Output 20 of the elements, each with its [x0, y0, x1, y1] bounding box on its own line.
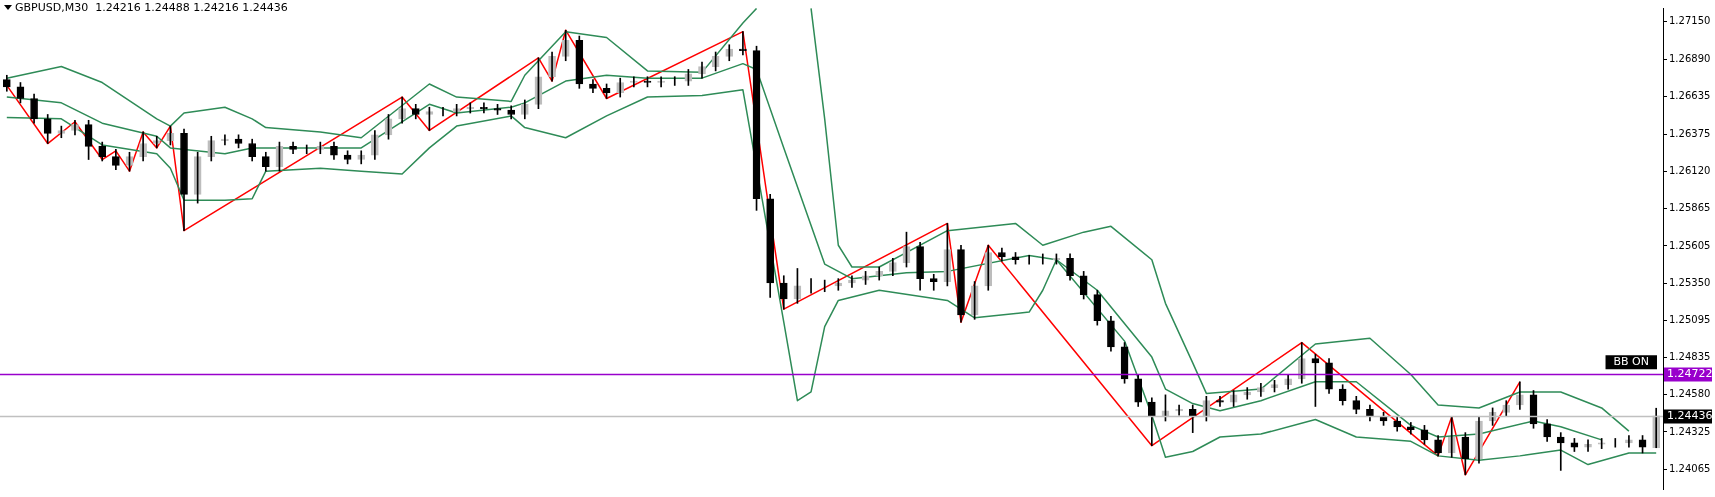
annotation: BB ON — [1613, 355, 1649, 369]
candlestick — [657, 76, 665, 88]
y-tick-label: 1.24835 — [1669, 351, 1711, 363]
y-tick-label: 1.25605 — [1669, 239, 1711, 251]
y-tick-label: 1.25865 — [1669, 201, 1711, 213]
y-tick-label: 1.27150 — [1669, 15, 1711, 27]
y-tick-label: 1.26375 — [1669, 127, 1711, 139]
y-tick-label: 1.24580 — [1669, 388, 1711, 400]
y-tick-label: 1.26120 — [1669, 164, 1711, 176]
y-tick-label: 1.25095 — [1669, 313, 1711, 325]
ref-line-label: 1.24722 — [1667, 367, 1713, 381]
candlestick — [630, 76, 638, 88]
y-tick-label: 1.26890 — [1669, 52, 1711, 64]
chart-title: GBPUSD,M30 1.24216 1.24488 1.24216 1.24436 — [15, 1, 288, 14]
ref-line-label: 1.24436 — [1667, 409, 1713, 423]
y-tick-label: 1.24065 — [1669, 463, 1711, 475]
y-tick-label: 1.25350 — [1669, 276, 1711, 288]
y-tick-label: 1.26635 — [1669, 89, 1711, 101]
y-tick-label: 1.24325 — [1669, 425, 1711, 437]
candlestick — [1216, 395, 1224, 407]
